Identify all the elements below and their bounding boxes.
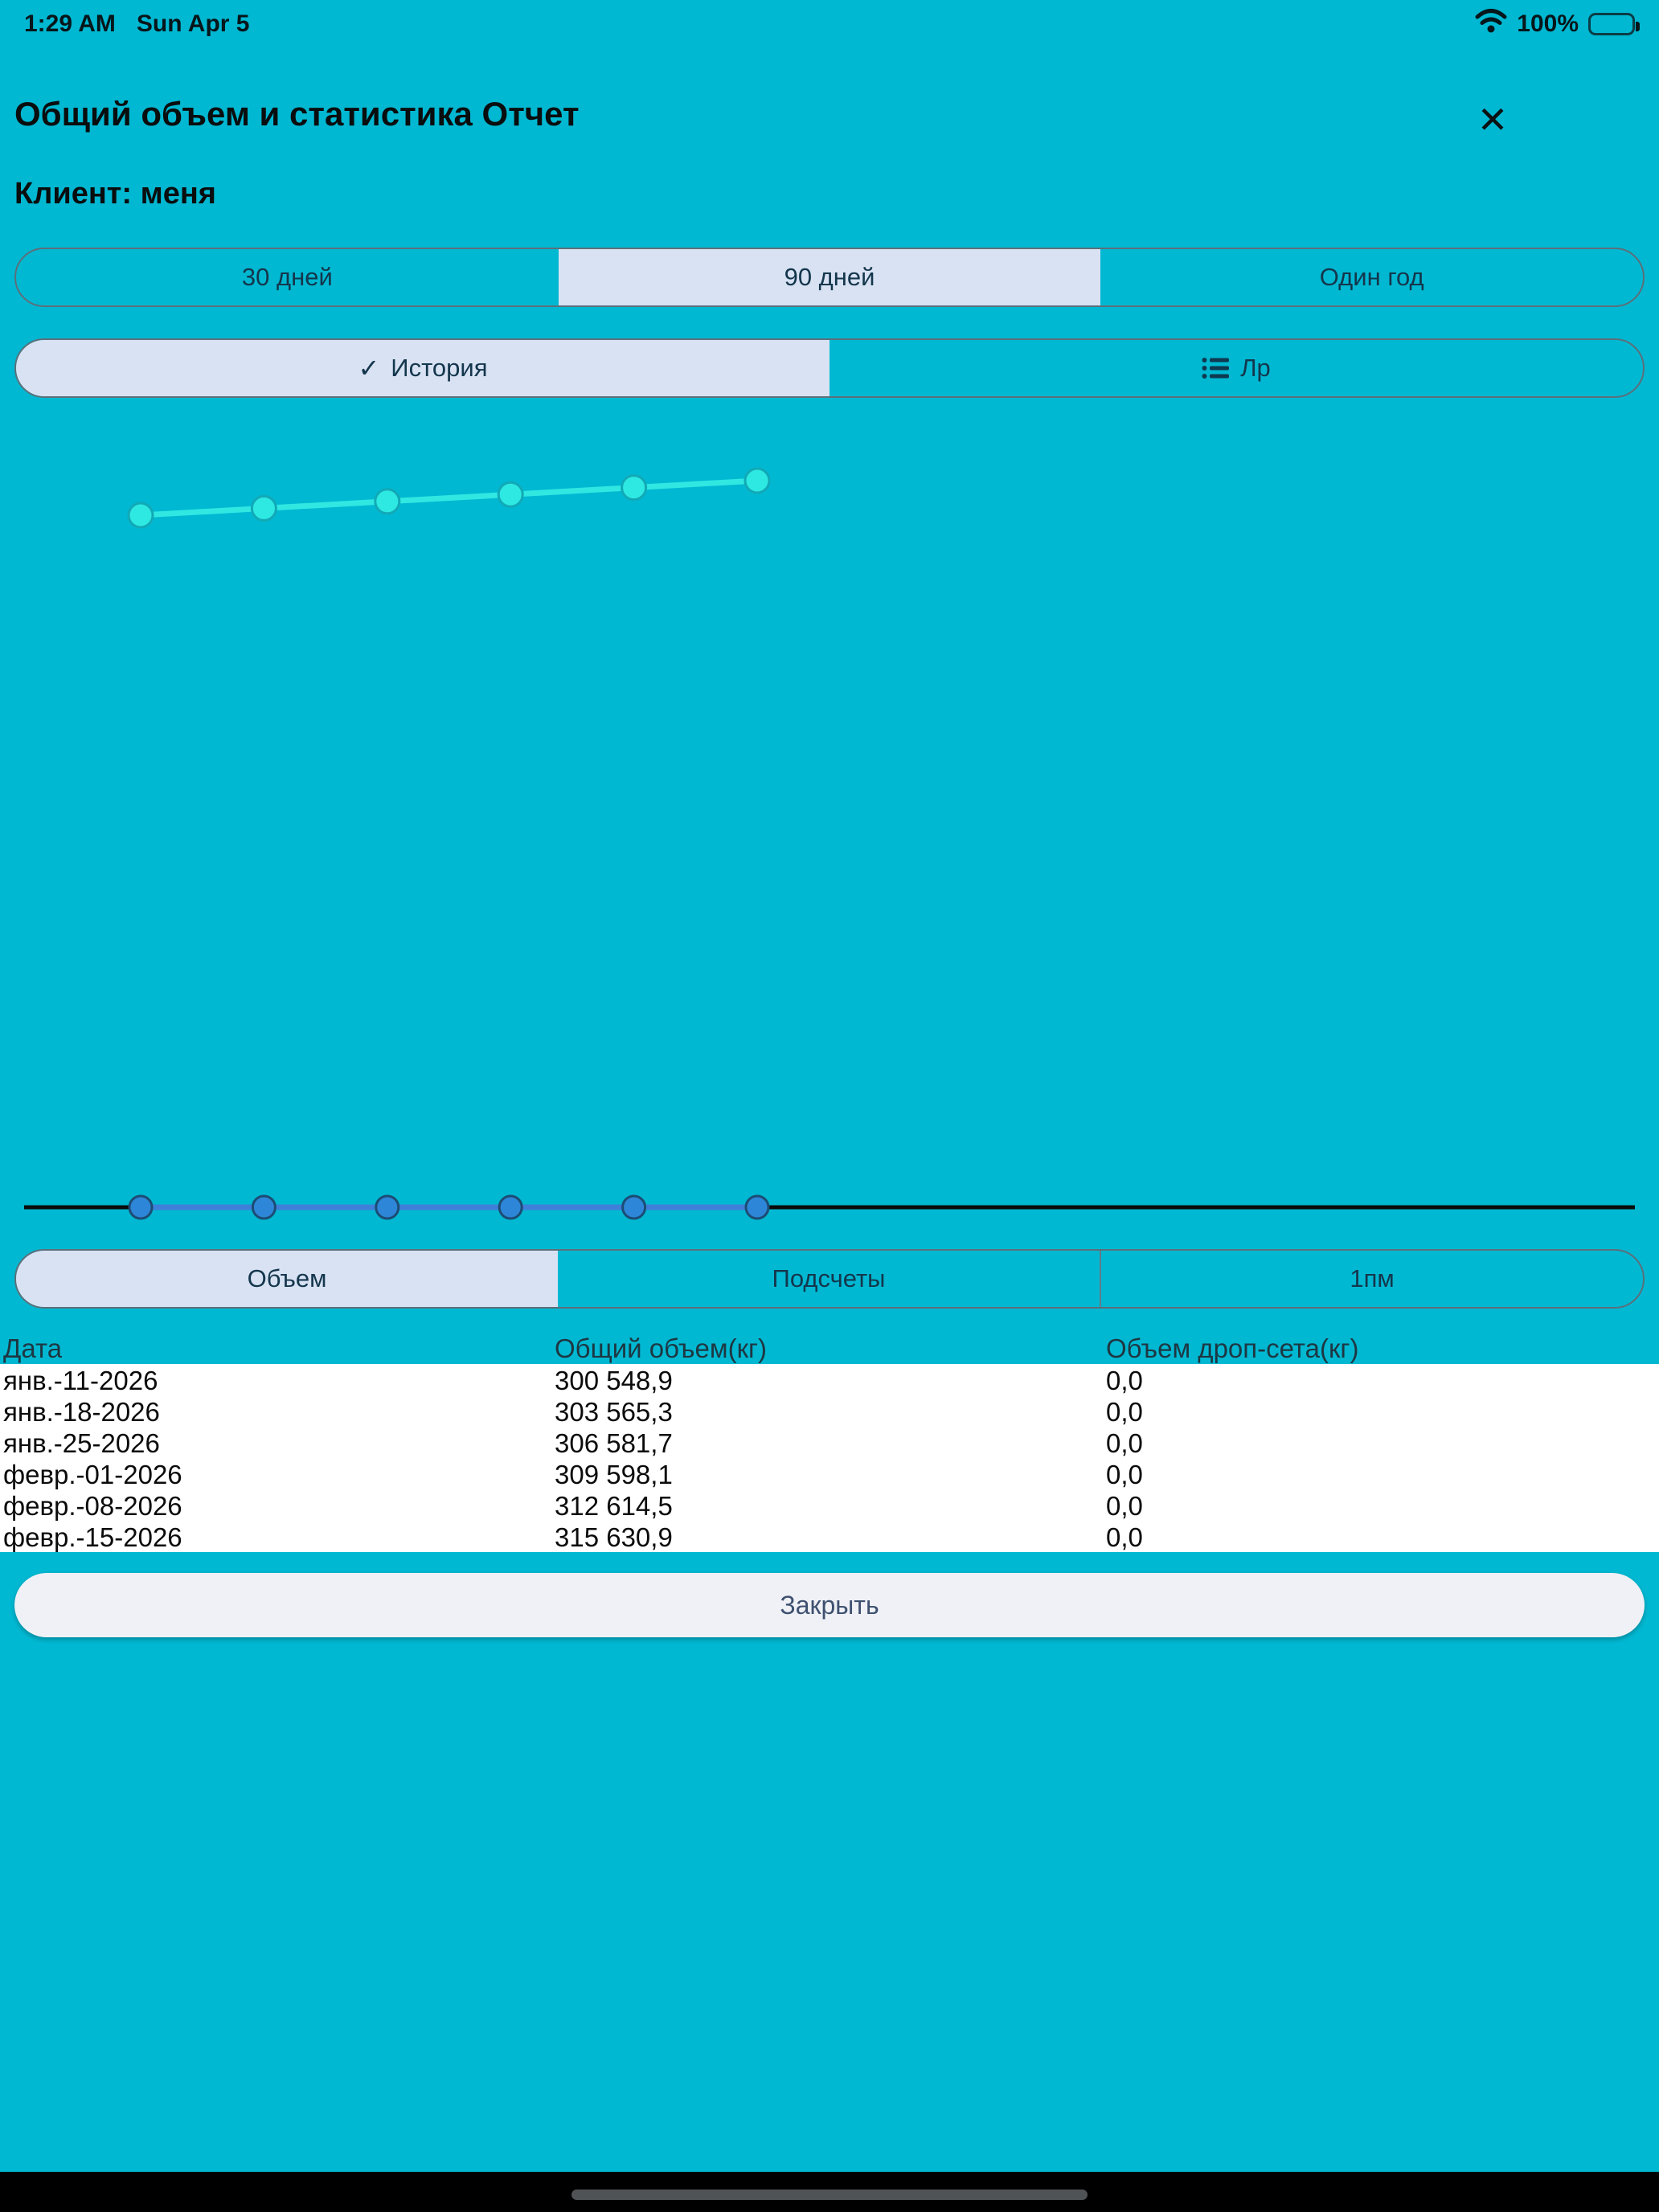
view-segmented-control: ✓ История Лр [14,338,1645,398]
table-cell-date: февр.-01-2026 [3,1460,182,1489]
status-bar: 1:29 AM Sun Apr 5 100% [0,0,1659,45]
table-cell-dropset: 0,0 [1106,1460,1143,1489]
page-title: Общий объем и статистика Отчет [14,95,580,133]
tab-exercises[interactable]: Лр [830,340,1643,396]
period-segmented-control: 30 дней 90 дней Один год [14,248,1645,307]
tab-volume[interactable]: Объем [16,1251,558,1307]
table-row: янв.-18-2026 303 565,3 0,0 [0,1395,1659,1427]
table-cell-total: 309 598,1 [555,1460,673,1489]
table-cell-date: янв.-25-2026 [3,1428,160,1458]
tab-one-year[interactable]: Один год [1100,249,1643,305]
list-icon [1202,357,1230,379]
status-time-date: 1:29 AM Sun Apr 5 [24,10,250,38]
tab-90-days-label: 90 дней [784,263,875,291]
table-row: февр.-15-2026 315 630,9 0,0 [0,1521,1659,1552]
table-cell-total: 312 614,5 [555,1491,673,1521]
system-bottom-bar [0,2172,1659,2212]
table-cell-total: 303 565,3 [555,1397,673,1427]
tab-90-days[interactable]: 90 дней [558,249,1101,305]
tab-volume-label: Объем [247,1264,327,1292]
table-cell-total: 306 581,7 [555,1428,673,1458]
table-row: февр.-08-2026 312 614,5 0,0 [0,1489,1659,1521]
tab-one-year-label: Один год [1319,263,1424,291]
column-header-dropset: Объем дроп-сета(кг) [1106,1333,1359,1363]
table-cell-dropset: 0,0 [1106,1428,1143,1458]
battery-percent: 100% [1517,10,1579,37]
table-cell-total: 315 630,9 [555,1522,673,1552]
volume-line-chart [127,467,771,529]
table-cell-date: янв.-18-2026 [3,1397,160,1427]
tab-history[interactable]: ✓ История [16,340,830,396]
table-row: янв.-11-2026 300 548,9 0,0 [0,1364,1659,1395]
table-cell-dropset: 0,0 [1106,1397,1143,1427]
tab-30-days-label: 30 дней [241,263,333,291]
table-cell-date: янв.-11-2026 [3,1366,158,1395]
client-label: Клиент: меня [14,177,216,211]
tab-history-label: История [391,354,488,382]
table-cell-date: февр.-15-2026 [3,1522,182,1552]
tab-counts[interactable]: Подсчеты [558,1251,1101,1307]
table-cell-date: февр.-08-2026 [3,1491,182,1521]
table-header: Дата Общий объем(кг) Объем дроп-сета(кг) [0,1333,1659,1364]
status-time: 1:29 AM [24,10,116,37]
close-button[interactable]: Закрыть [14,1573,1645,1637]
table-cell-total: 300 548,9 [555,1366,673,1395]
tab-1rm[interactable]: 1пм [1101,1251,1643,1307]
table-row: февр.-01-2026 309 598,1 0,0 [0,1458,1659,1489]
tab-30-days[interactable]: 30 дней [16,249,559,305]
check-icon: ✓ [358,354,380,383]
table-row: янв.-25-2026 306 581,7 0,0 [0,1427,1659,1458]
home-indicator[interactable] [571,2189,1088,2200]
chart-range-slider[interactable] [0,1169,1659,1246]
tab-exercises-label: Лр [1240,354,1271,382]
metric-segmented-control: Объем Подсчеты 1пм [14,1249,1645,1309]
table-body[interactable]: янв.-11-2026 300 548,9 0,0 янв.-18-2026 303 … [0,1364,1659,1552]
column-header-date: Дата [3,1333,63,1363]
status-date: Sun Apr 5 [136,10,250,37]
close-icon[interactable]: ✕ [1477,99,1509,141]
tab-counts-label: Подсчеты [772,1264,886,1292]
tab-1rm-label: 1пм [1350,1264,1395,1292]
column-header-total: Общий объем(кг) [555,1333,768,1363]
table-cell-dropset: 0,0 [1106,1366,1143,1395]
table-cell-dropset: 0,0 [1106,1522,1143,1552]
wifi-icon [1475,8,1507,40]
status-indicators: 100% [1475,8,1640,40]
table-cell-dropset: 0,0 [1106,1491,1143,1521]
battery-icon [1588,13,1640,35]
